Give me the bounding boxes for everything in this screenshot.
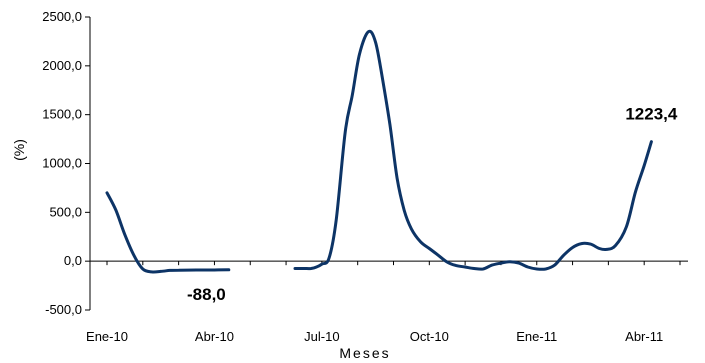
y-tick-label: 1500,0 [42,107,82,122]
data-labels: -88,0 1223,4 [187,105,678,304]
y-tick-label: 2000,0 [42,58,82,73]
y-axis: -500,0 0,0 500,0 1000,0 1500,0 2000,0 2500,0 [42,9,91,317]
x-tick-label: Ene-11 [516,329,557,344]
series-lines [105,29,653,274]
y-axis-title: (%) [11,139,27,161]
x-tick-label: Abr-11 [625,329,663,344]
y-tick-label: 0,0 [64,253,82,268]
x-tick-label: Oct-10 [410,329,449,344]
x-tick-label: Ene-10 [86,329,128,344]
y-tick-label: 2500,0 [42,9,82,24]
x-axis-title: Meses [339,345,390,361]
y-tick-label: 1000,0 [42,156,82,171]
data-label-min: -88,0 [187,285,226,304]
series-line-segment [293,29,653,271]
y-tick-label: -500,0 [45,302,82,317]
x-tick-label: Abr-10 [195,329,234,344]
data-label-last: 1223,4 [625,105,678,124]
y-tick-label: 500,0 [49,204,82,219]
x-tick-label: Jul-10 [304,329,339,344]
series-line-segment [105,191,231,274]
x-axis: Ene-10 Abr-10 Jul-10 Oct-10 Ene-11 Abr-11 [86,260,688,344]
